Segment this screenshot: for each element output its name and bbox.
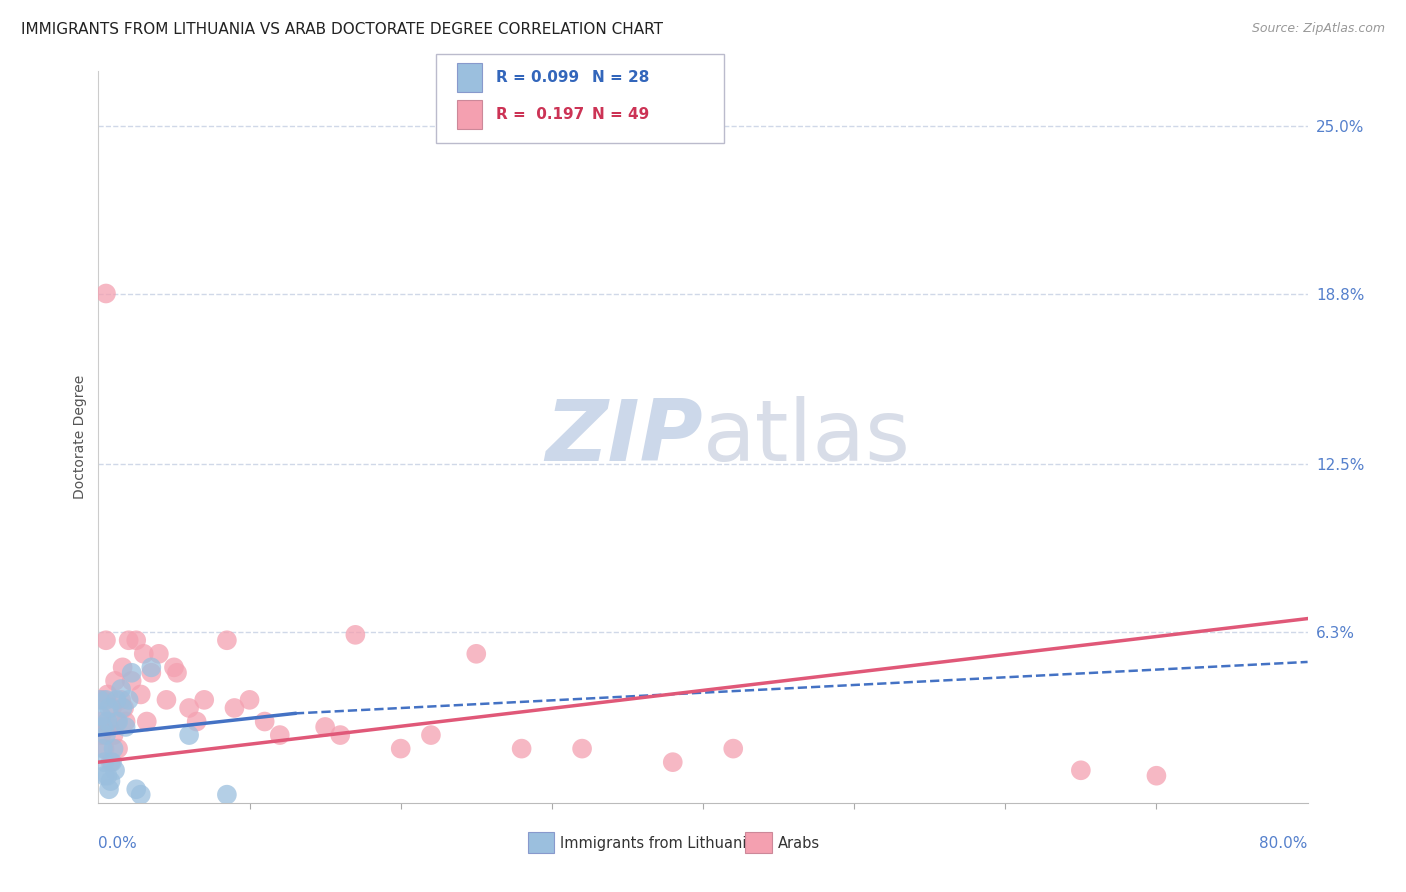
Text: atlas: atlas [703,395,911,479]
Point [107,714,129,729]
Point [110,681,132,696]
Point [215,633,238,648]
Point [135,714,157,729]
Point [103,741,125,756]
Point [90,728,112,742]
Point [314,720,336,734]
Point [155,693,177,707]
Text: N = 49: N = 49 [592,107,650,122]
Text: Source: ZipAtlas.com: Source: ZipAtlas.com [1251,22,1385,36]
Point [132,647,155,661]
Text: Immigrants from Lithuania: Immigrants from Lithuania [561,836,756,851]
Point [114,714,136,729]
Point [98,782,121,797]
Point [107,741,129,756]
Point [148,647,170,661]
Point [179,728,201,742]
Point [111,660,134,674]
Point [89,693,111,707]
Point [105,714,128,729]
Point [215,788,238,802]
Point [186,714,208,729]
Point [163,660,186,674]
Point [179,701,201,715]
Point [93,769,115,783]
Bar [745,832,772,853]
Point [94,693,117,707]
Point [723,741,745,756]
Point [118,633,141,648]
Point [118,693,141,707]
Point [94,286,117,301]
Point [1070,764,1092,778]
Text: R = 0.099: R = 0.099 [496,70,579,85]
Point [98,720,121,734]
Point [166,665,188,680]
Point [129,688,152,702]
Point [96,769,118,783]
Text: ZIP: ZIP [546,395,703,479]
Point [91,741,114,756]
Point [125,782,148,797]
Point [94,633,117,648]
Point [101,755,124,769]
Point [112,701,135,715]
Point [121,673,143,688]
Point [224,701,246,715]
Point [420,728,443,742]
Point [510,741,533,756]
Text: 0.0%: 0.0% [98,836,138,851]
Point [91,693,114,707]
Point [141,660,163,674]
Point [269,728,291,742]
Point [98,701,121,715]
Point [193,693,215,707]
Point [389,741,412,756]
Text: Arabs: Arabs [778,836,820,851]
Point [100,755,122,769]
Text: N = 28: N = 28 [592,70,650,85]
Point [239,693,262,707]
Y-axis label: Doctorate Degree: Doctorate Degree [73,375,87,500]
Point [121,665,143,680]
Text: 80.0%: 80.0% [1260,836,1308,851]
Point [571,741,593,756]
Point [91,720,114,734]
Point [94,728,117,742]
Point [90,709,112,723]
Point [114,720,136,734]
Point [129,788,152,802]
Point [89,714,111,729]
Point [96,714,118,729]
Point [101,701,124,715]
Point [329,728,352,742]
Point [93,755,115,769]
Point [344,628,367,642]
Point [96,688,118,702]
Text: R =  0.197: R = 0.197 [496,107,585,122]
Point [253,714,276,729]
Point [1144,769,1167,783]
Point [465,647,488,661]
Bar [527,832,554,853]
Point [141,665,163,680]
Point [103,728,125,742]
Point [105,693,128,707]
Point [110,693,132,707]
Point [661,755,683,769]
Text: IMMIGRANTS FROM LITHUANIA VS ARAB DOCTORATE DEGREE CORRELATION CHART: IMMIGRANTS FROM LITHUANIA VS ARAB DOCTOR… [21,22,664,37]
Point [111,701,134,715]
Point [104,764,127,778]
Point [125,633,148,648]
Point [93,741,115,756]
Point [104,673,127,688]
Point [100,774,122,789]
